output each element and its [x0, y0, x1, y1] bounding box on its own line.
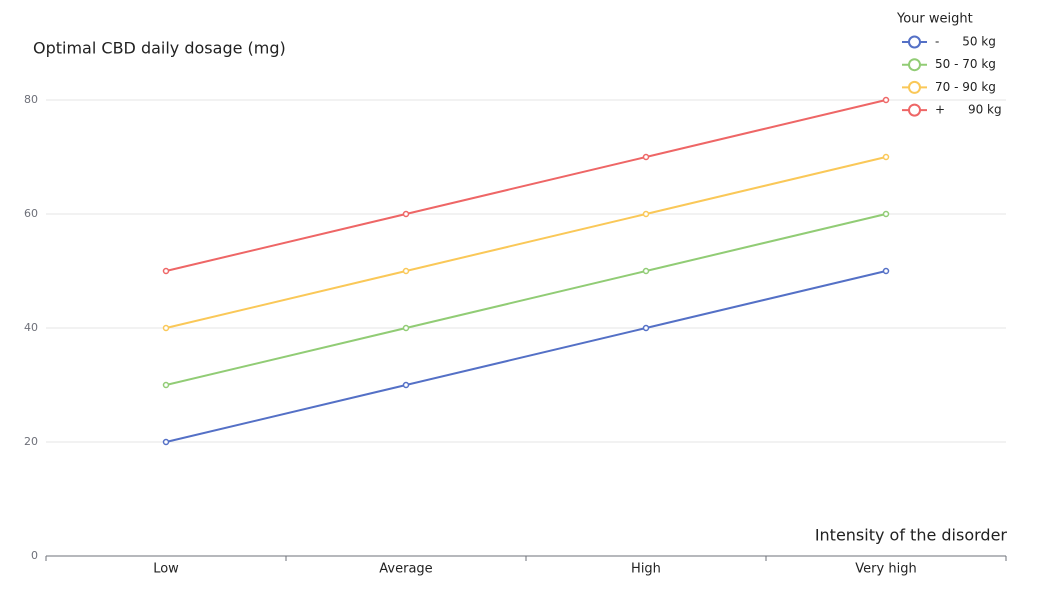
data-point: [162, 324, 170, 332]
legend-label: 50 - 70 kg: [935, 57, 996, 71]
data-point: [402, 267, 410, 275]
series-line: [165, 156, 887, 329]
legend-label: 70 - 90 kg: [935, 80, 996, 94]
x-tick-label: Average: [379, 562, 432, 577]
y-tick-label: 20: [24, 435, 38, 448]
data-point: [882, 96, 890, 104]
y-tick-label: 60: [24, 207, 38, 220]
legend-title: Your weight: [896, 12, 973, 27]
data-point: [642, 267, 650, 275]
legend-label: + 90 kg: [935, 103, 1002, 117]
data-point: [402, 324, 410, 332]
legend-marker: [908, 35, 921, 49]
series-line: [165, 99, 887, 272]
series-line: [165, 270, 887, 443]
x-tick-label: High: [631, 562, 661, 577]
data-point: [642, 210, 650, 218]
y-axis-title: Optimal CBD daily dosage (mg): [33, 39, 286, 58]
x-tick-label: Very high: [855, 562, 916, 577]
x-axis-title: Intensity of the disorder: [815, 526, 1008, 545]
data-point: [162, 438, 170, 446]
data-point: [642, 324, 650, 332]
legend-label: - 50 kg: [935, 35, 996, 49]
legend-marker: [908, 80, 921, 94]
data-point: [402, 381, 410, 389]
y-tick-label: 40: [24, 321, 38, 334]
data-point: [882, 267, 890, 275]
data-point: [882, 153, 890, 161]
data-point: [882, 210, 890, 218]
data-point: [162, 267, 170, 275]
x-tick-label: Low: [153, 562, 179, 577]
legend-marker: [908, 58, 921, 72]
data-point: [642, 153, 650, 161]
y-tick-label: 0: [31, 549, 38, 562]
y-tick-label: 80: [24, 93, 38, 106]
data-point: [162, 381, 170, 389]
series-line: [165, 213, 887, 386]
legend-marker: [908, 103, 921, 117]
data-point: [402, 210, 410, 218]
